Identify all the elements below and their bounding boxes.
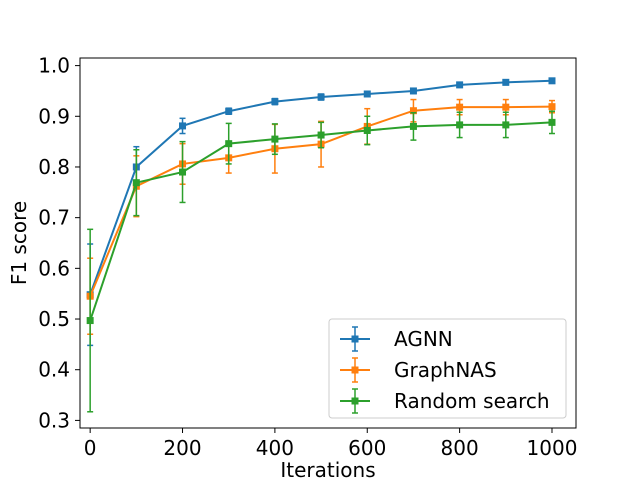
legend-item: Random search — [340, 388, 550, 414]
x-tick-label: 1000 — [527, 436, 578, 460]
data-point — [86, 317, 94, 325]
x-tick-label: 200 — [163, 436, 201, 460]
data-point — [409, 87, 417, 95]
data-point — [271, 135, 279, 143]
data-point — [179, 168, 187, 176]
y-tick-label: 0.9 — [38, 104, 70, 128]
legend-item: AGNN — [340, 326, 453, 352]
legend: AGNN GraphNAS Random search — [328, 318, 567, 419]
data-point — [225, 140, 233, 148]
y-tick-label: 0.6 — [38, 256, 70, 280]
data-point — [363, 90, 371, 98]
x-axis-label: Iterations — [280, 458, 375, 480]
data-point — [179, 122, 187, 130]
legend-box — [328, 318, 567, 419]
legend-item: GraphNAS — [340, 357, 497, 383]
y-tick-label: 0.8 — [38, 155, 70, 179]
data-point — [502, 121, 510, 129]
legend-label: Random search — [394, 389, 550, 413]
data-point — [317, 131, 325, 139]
series-random-search — [86, 110, 556, 413]
legend-marker — [351, 335, 359, 343]
data-point — [271, 98, 279, 106]
data-point — [409, 107, 417, 115]
plot-frame — [79, 57, 577, 429]
data-point — [317, 93, 325, 101]
y-tick-label: 0.3 — [38, 408, 70, 432]
data-point — [456, 81, 464, 89]
y-tick-label: 0.5 — [38, 307, 70, 331]
legend-label: GraphNAS — [394, 358, 497, 382]
y-axis-ticks: 0.3 0.4 0.5 0.6 0.7 0.8 0.9 1.0 — [38, 54, 80, 432]
series-layer — [86, 77, 556, 413]
x-tick-label: 600 — [348, 436, 386, 460]
data-point — [502, 78, 510, 86]
data-point — [502, 103, 510, 111]
legend-label: AGNN — [394, 327, 453, 351]
data-point — [132, 179, 140, 187]
data-point — [456, 103, 464, 111]
data-point — [456, 121, 464, 129]
y-tick-label: 0.4 — [38, 358, 70, 382]
x-tick-label: 800 — [441, 436, 479, 460]
legend-marker — [351, 397, 359, 405]
x-tick-label: 0 — [84, 436, 97, 460]
y-tick-label: 1.0 — [38, 54, 70, 78]
y-axis-label: F1 score — [7, 201, 31, 285]
data-point — [225, 107, 233, 115]
x-axis-ticks: 0 200 400 600 800 1000 — [84, 428, 578, 460]
y-tick-label: 0.7 — [38, 206, 70, 230]
series-agnn — [86, 77, 556, 347]
data-point — [548, 77, 556, 85]
data-point — [363, 126, 371, 134]
data-point — [548, 103, 556, 111]
data-point — [548, 118, 556, 126]
data-point — [409, 122, 417, 130]
x-tick-label: 400 — [256, 436, 294, 460]
legend-marker — [351, 366, 359, 374]
